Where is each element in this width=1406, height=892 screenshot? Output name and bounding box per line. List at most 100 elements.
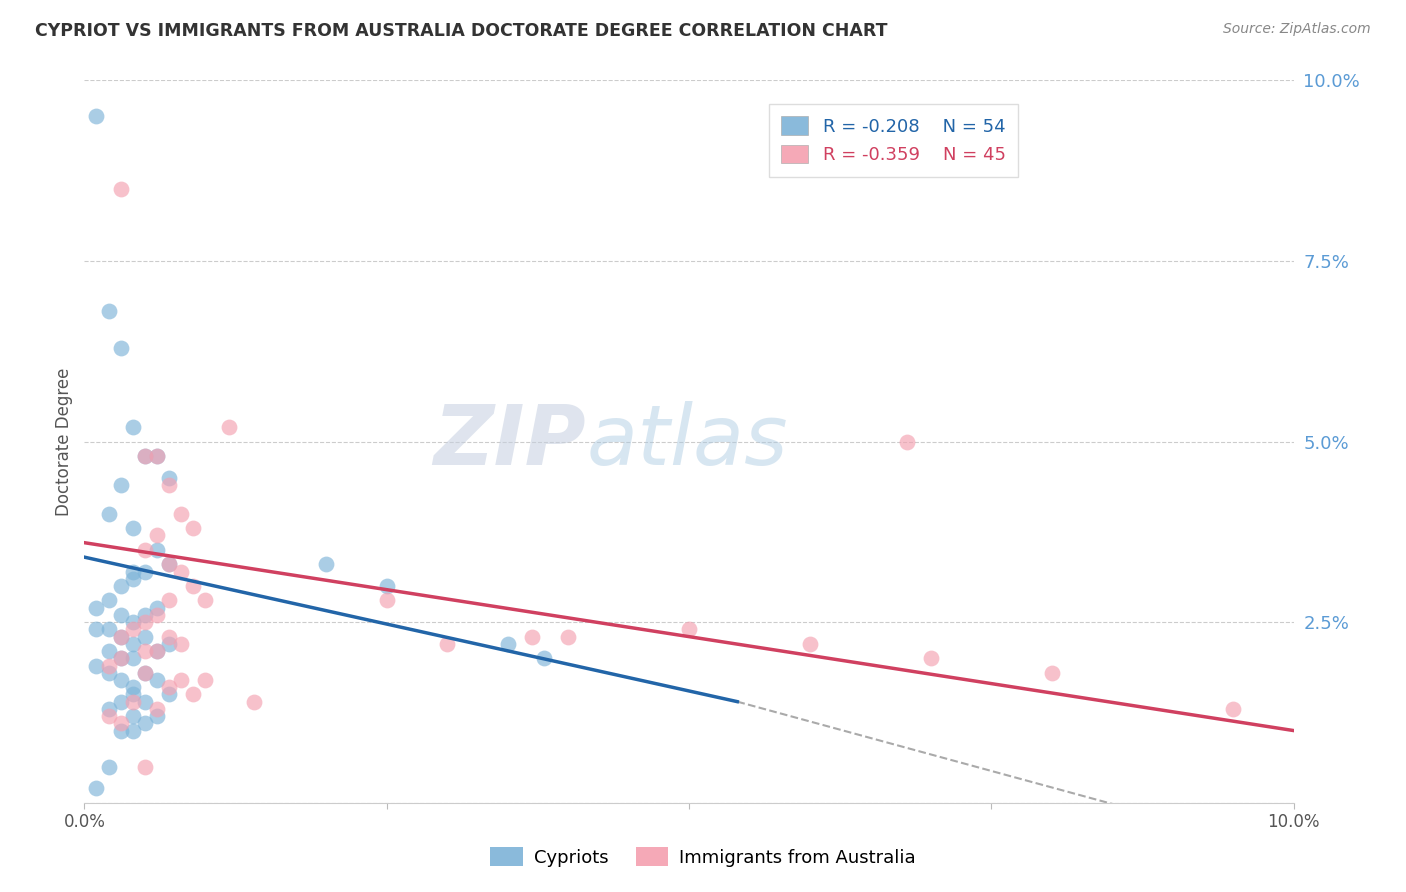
- Text: ZIP: ZIP: [433, 401, 586, 482]
- Point: [678, 623, 700, 637]
- Point: [110, 478, 132, 492]
- Point: [146, 673, 169, 687]
- Point: [146, 600, 169, 615]
- Point: [134, 565, 156, 579]
- Point: [146, 528, 169, 542]
- Point: [157, 687, 180, 701]
- Point: [134, 449, 156, 463]
- Point: [520, 630, 543, 644]
- Point: [181, 687, 204, 701]
- Point: [218, 420, 240, 434]
- Point: [97, 304, 120, 318]
- Point: [557, 630, 579, 644]
- Point: [181, 521, 204, 535]
- Point: [97, 665, 120, 680]
- Point: [134, 644, 156, 658]
- Point: [134, 607, 156, 622]
- Point: [146, 702, 169, 716]
- Point: [146, 542, 169, 557]
- Point: [157, 471, 180, 485]
- Point: [157, 478, 180, 492]
- Point: [242, 695, 264, 709]
- Point: [121, 615, 143, 630]
- Point: [157, 630, 180, 644]
- Point: [121, 709, 143, 723]
- Point: [134, 630, 156, 644]
- Point: [121, 687, 143, 701]
- Point: [157, 558, 180, 572]
- Point: [97, 593, 120, 607]
- Point: [134, 760, 156, 774]
- Point: [121, 572, 143, 586]
- Point: [170, 637, 193, 651]
- Point: [436, 637, 458, 651]
- Point: [170, 673, 193, 687]
- Point: [121, 637, 143, 651]
- Point: [134, 665, 156, 680]
- Point: [146, 644, 169, 658]
- Point: [170, 507, 193, 521]
- Point: [86, 658, 108, 673]
- Point: [110, 341, 132, 355]
- Point: [110, 630, 132, 644]
- Point: [134, 449, 156, 463]
- Point: [134, 716, 156, 731]
- Point: [134, 542, 156, 557]
- Point: [375, 579, 398, 593]
- Point: [97, 507, 120, 521]
- Point: [146, 449, 169, 463]
- Point: [97, 644, 120, 658]
- Point: [97, 709, 120, 723]
- Point: [110, 630, 132, 644]
- Point: [121, 623, 143, 637]
- Point: [1222, 702, 1244, 716]
- Point: [121, 680, 143, 694]
- Point: [134, 695, 156, 709]
- Point: [110, 182, 132, 196]
- Legend: Cypriots, Immigrants from Australia: Cypriots, Immigrants from Australia: [484, 840, 922, 874]
- Point: [1040, 665, 1063, 680]
- Point: [170, 565, 193, 579]
- Point: [121, 695, 143, 709]
- Point: [146, 607, 169, 622]
- Point: [146, 644, 169, 658]
- Point: [121, 565, 143, 579]
- Point: [157, 558, 180, 572]
- Point: [533, 651, 555, 665]
- Point: [97, 623, 120, 637]
- Point: [110, 716, 132, 731]
- Point: [110, 673, 132, 687]
- Point: [86, 623, 108, 637]
- Point: [496, 637, 519, 651]
- Point: [181, 579, 204, 593]
- Point: [315, 558, 337, 572]
- Point: [110, 607, 132, 622]
- Point: [157, 680, 180, 694]
- Text: atlas: atlas: [586, 401, 787, 482]
- Point: [86, 600, 108, 615]
- Legend: R = -0.208    N = 54, R = -0.359    N = 45: R = -0.208 N = 54, R = -0.359 N = 45: [769, 103, 1018, 177]
- Point: [86, 109, 108, 123]
- Point: [110, 651, 132, 665]
- Point: [110, 579, 132, 593]
- Point: [97, 658, 120, 673]
- Point: [121, 651, 143, 665]
- Point: [110, 695, 132, 709]
- Point: [134, 615, 156, 630]
- Point: [146, 709, 169, 723]
- Y-axis label: Doctorate Degree: Doctorate Degree: [55, 368, 73, 516]
- Point: [134, 665, 156, 680]
- Point: [121, 521, 143, 535]
- Point: [157, 637, 180, 651]
- Point: [110, 723, 132, 738]
- Point: [194, 593, 217, 607]
- Point: [121, 420, 143, 434]
- Point: [375, 593, 398, 607]
- Point: [799, 637, 821, 651]
- Point: [121, 723, 143, 738]
- Point: [146, 449, 169, 463]
- Point: [97, 702, 120, 716]
- Point: [920, 651, 942, 665]
- Point: [896, 434, 918, 449]
- Point: [97, 760, 120, 774]
